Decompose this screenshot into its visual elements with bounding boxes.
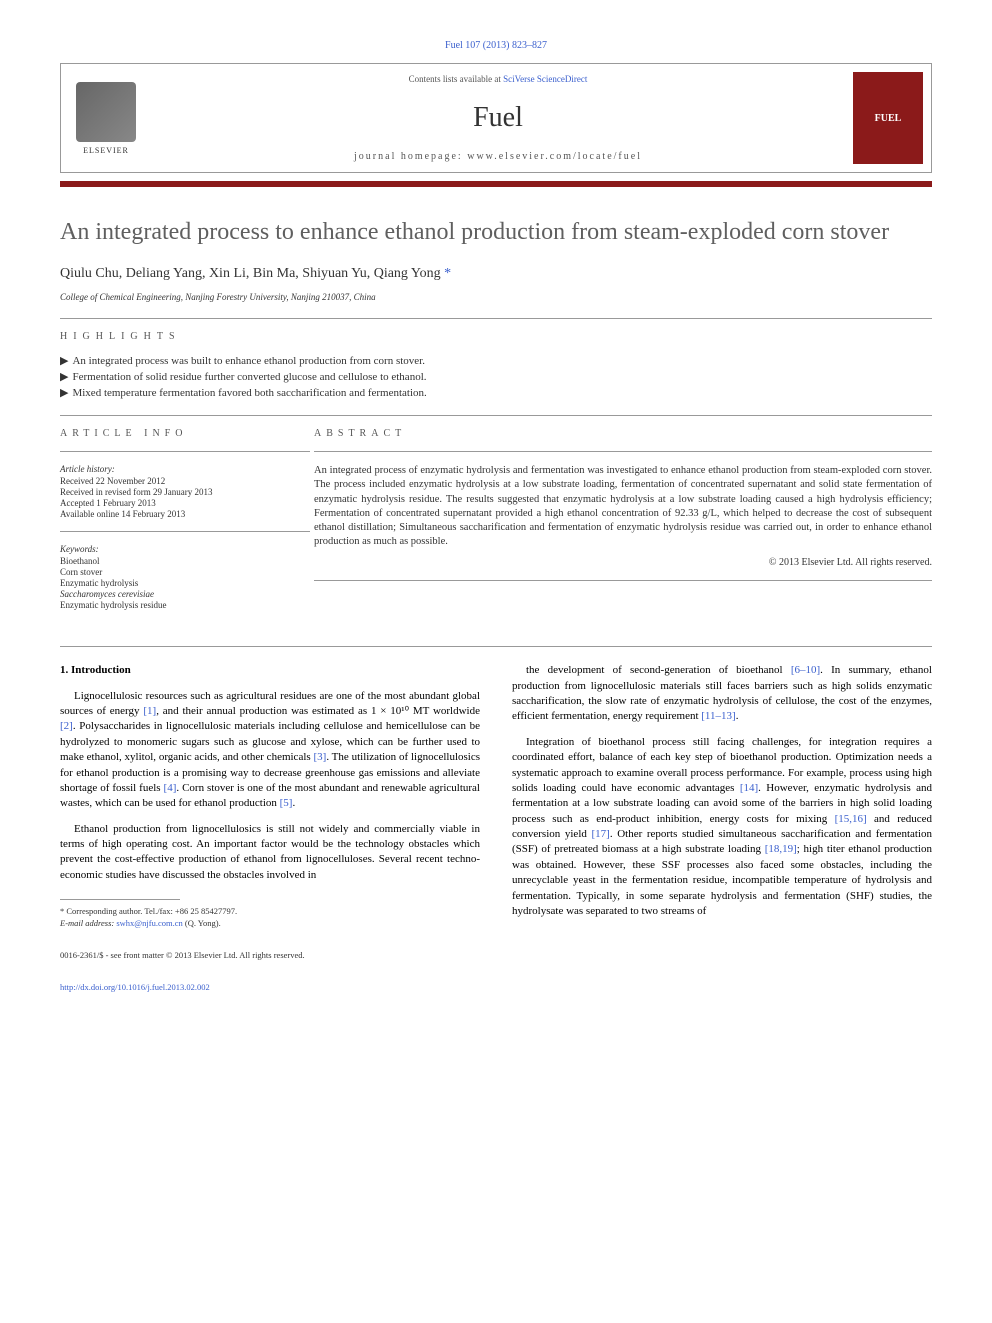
doi-link[interactable]: http://dx.doi.org/10.1016/j.fuel.2013.02… xyxy=(60,982,210,992)
bullet-icon: ▶ xyxy=(60,371,68,383)
highlight-item: ▶ An integrated process was built to enha… xyxy=(60,354,932,367)
homepage-prefix: journal homepage: xyxy=(354,151,467,162)
doi-line: http://dx.doi.org/10.1016/j.fuel.2013.02… xyxy=(60,982,480,994)
history-line: Received 22 November 2012 xyxy=(60,476,290,486)
email-link[interactable]: swhx@njfu.com.cn xyxy=(116,918,182,928)
authors-line: Qiulu Chu, Deliang Yang, Xin Li, Bin Ma,… xyxy=(60,266,932,282)
highlight-text: Fermentation of solid residue further co… xyxy=(72,371,426,383)
copyright-line: © 2013 Elsevier Ltd. All rights reserved… xyxy=(314,557,932,568)
header-center: Contents lists available at SciVerse Sci… xyxy=(151,64,845,172)
journal-name: Fuel xyxy=(161,102,835,134)
abstract-text: An integrated process of enzymatic hydro… xyxy=(314,464,932,549)
corresponding-footnote: * Corresponding author. Tel./fax: +86 25… xyxy=(60,906,480,918)
authors-names: Qiulu Chu, Deliang Yang, Xin Li, Bin Ma,… xyxy=(60,266,441,281)
footnote-divider xyxy=(60,899,180,900)
divider xyxy=(60,318,932,319)
email-label: E-mail address: xyxy=(60,918,116,928)
reference-link[interactable]: [15,16] xyxy=(835,813,867,825)
divider xyxy=(60,531,310,532)
divider xyxy=(60,646,932,647)
publisher-logo: ELSEVIER xyxy=(61,64,151,172)
article-info-block: ARTICLE INFO Article history: Received 2… xyxy=(60,428,290,622)
article-info-label: ARTICLE INFO xyxy=(60,428,290,439)
body-paragraph: Lignocellulosic resources such as agricu… xyxy=(60,689,480,812)
highlights-list: ▶ An integrated process was built to enha… xyxy=(60,354,932,399)
reference-link[interactable]: [3] xyxy=(313,751,326,763)
highlight-item: ▶ Mixed temperature fermentation favored … xyxy=(60,386,932,399)
reference-link[interactable]: [2] xyxy=(60,720,73,732)
keyword: Enzymatic hydrolysis residue xyxy=(60,600,290,610)
reference-link[interactable]: [14] xyxy=(740,782,758,794)
reference-link[interactable]: [1] xyxy=(143,705,156,717)
history-head: Article history: xyxy=(60,464,290,474)
divider xyxy=(314,451,932,452)
highlight-item: ▶ Fermentation of solid residue further c… xyxy=(60,370,932,383)
issn-line: 0016-2361/$ - see front matter © 2013 El… xyxy=(60,950,480,962)
body-paragraph: Ethanol production from lignocellulosics… xyxy=(60,822,480,884)
journal-homepage: journal homepage: www.elsevier.com/locat… xyxy=(161,151,835,162)
email-footnote: E-mail address: swhx@njfu.com.cn (Q. Yon… xyxy=(60,918,480,930)
history-line: Available online 14 February 2013 xyxy=(60,509,290,519)
reference-link[interactable]: [4] xyxy=(164,782,177,794)
reference-link[interactable]: [11–13] xyxy=(701,710,735,722)
citation-line: Fuel 107 (2013) 823–827 xyxy=(60,40,932,51)
contents-available: Contents lists available at SciVerse Sci… xyxy=(161,74,835,84)
bullet-icon: ▶ xyxy=(60,387,68,399)
body-column-right: the development of second-generation of … xyxy=(512,663,932,994)
keyword: Enzymatic hydrolysis xyxy=(60,578,290,588)
reference-link[interactable]: [17] xyxy=(592,828,610,840)
section-heading: 1. Introduction xyxy=(60,663,480,678)
keywords-head: Keywords: xyxy=(60,544,290,554)
divider xyxy=(60,451,310,452)
abstract-label: ABSTRACT xyxy=(314,428,932,439)
highlight-text: An integrated process was built to enhan… xyxy=(72,355,425,367)
publisher-name: ELSEVIER xyxy=(83,146,129,155)
body-column-left: 1. Introduction Lignocellulosic resource… xyxy=(60,663,480,994)
keyword: Corn stover xyxy=(60,567,290,577)
email-suffix: (Q. Yong). xyxy=(183,918,221,928)
keyword: Saccharomyces cerevisiae xyxy=(60,589,290,599)
bullet-icon: ▶ xyxy=(60,355,68,367)
red-divider-bar xyxy=(60,181,932,187)
affiliation: College of Chemical Engineering, Nanjing… xyxy=(60,292,932,302)
journal-header: ELSEVIER Contents lists available at Sci… xyxy=(60,63,932,173)
body-paragraph: the development of second-generation of … xyxy=(512,663,932,725)
keyword: Bioethanol xyxy=(60,556,290,566)
corresponding-marker: * xyxy=(444,266,451,281)
body-text: 1. Introduction Lignocellulosic resource… xyxy=(60,663,932,994)
elsevier-tree-icon xyxy=(76,82,136,142)
divider xyxy=(60,415,932,416)
abstract-block: ABSTRACT An integrated process of enzyma… xyxy=(314,428,932,622)
sciencedirect-link[interactable]: SciVerse ScienceDirect xyxy=(503,74,587,84)
reference-link[interactable]: [18,19] xyxy=(765,843,797,855)
history-line: Received in revised form 29 January 2013 xyxy=(60,487,290,497)
journal-cover-thumb: FUEL xyxy=(853,72,923,164)
highlight-text: Mixed temperature fermentation favored b… xyxy=(72,387,426,399)
body-paragraph: Integration of bioethanol process still … xyxy=(512,735,932,920)
highlights-label: HIGHLIGHTS xyxy=(60,331,932,342)
homepage-url[interactable]: www.elsevier.com/locate/fuel xyxy=(467,151,642,162)
reference-link[interactable]: [5] xyxy=(280,797,293,809)
history-line: Accepted 1 February 2013 xyxy=(60,498,290,508)
divider xyxy=(314,580,932,581)
reference-link[interactable]: [6–10] xyxy=(791,664,820,676)
contents-prefix: Contents lists available at xyxy=(409,74,503,84)
article-title: An integrated process to enhance ethanol… xyxy=(60,217,932,248)
